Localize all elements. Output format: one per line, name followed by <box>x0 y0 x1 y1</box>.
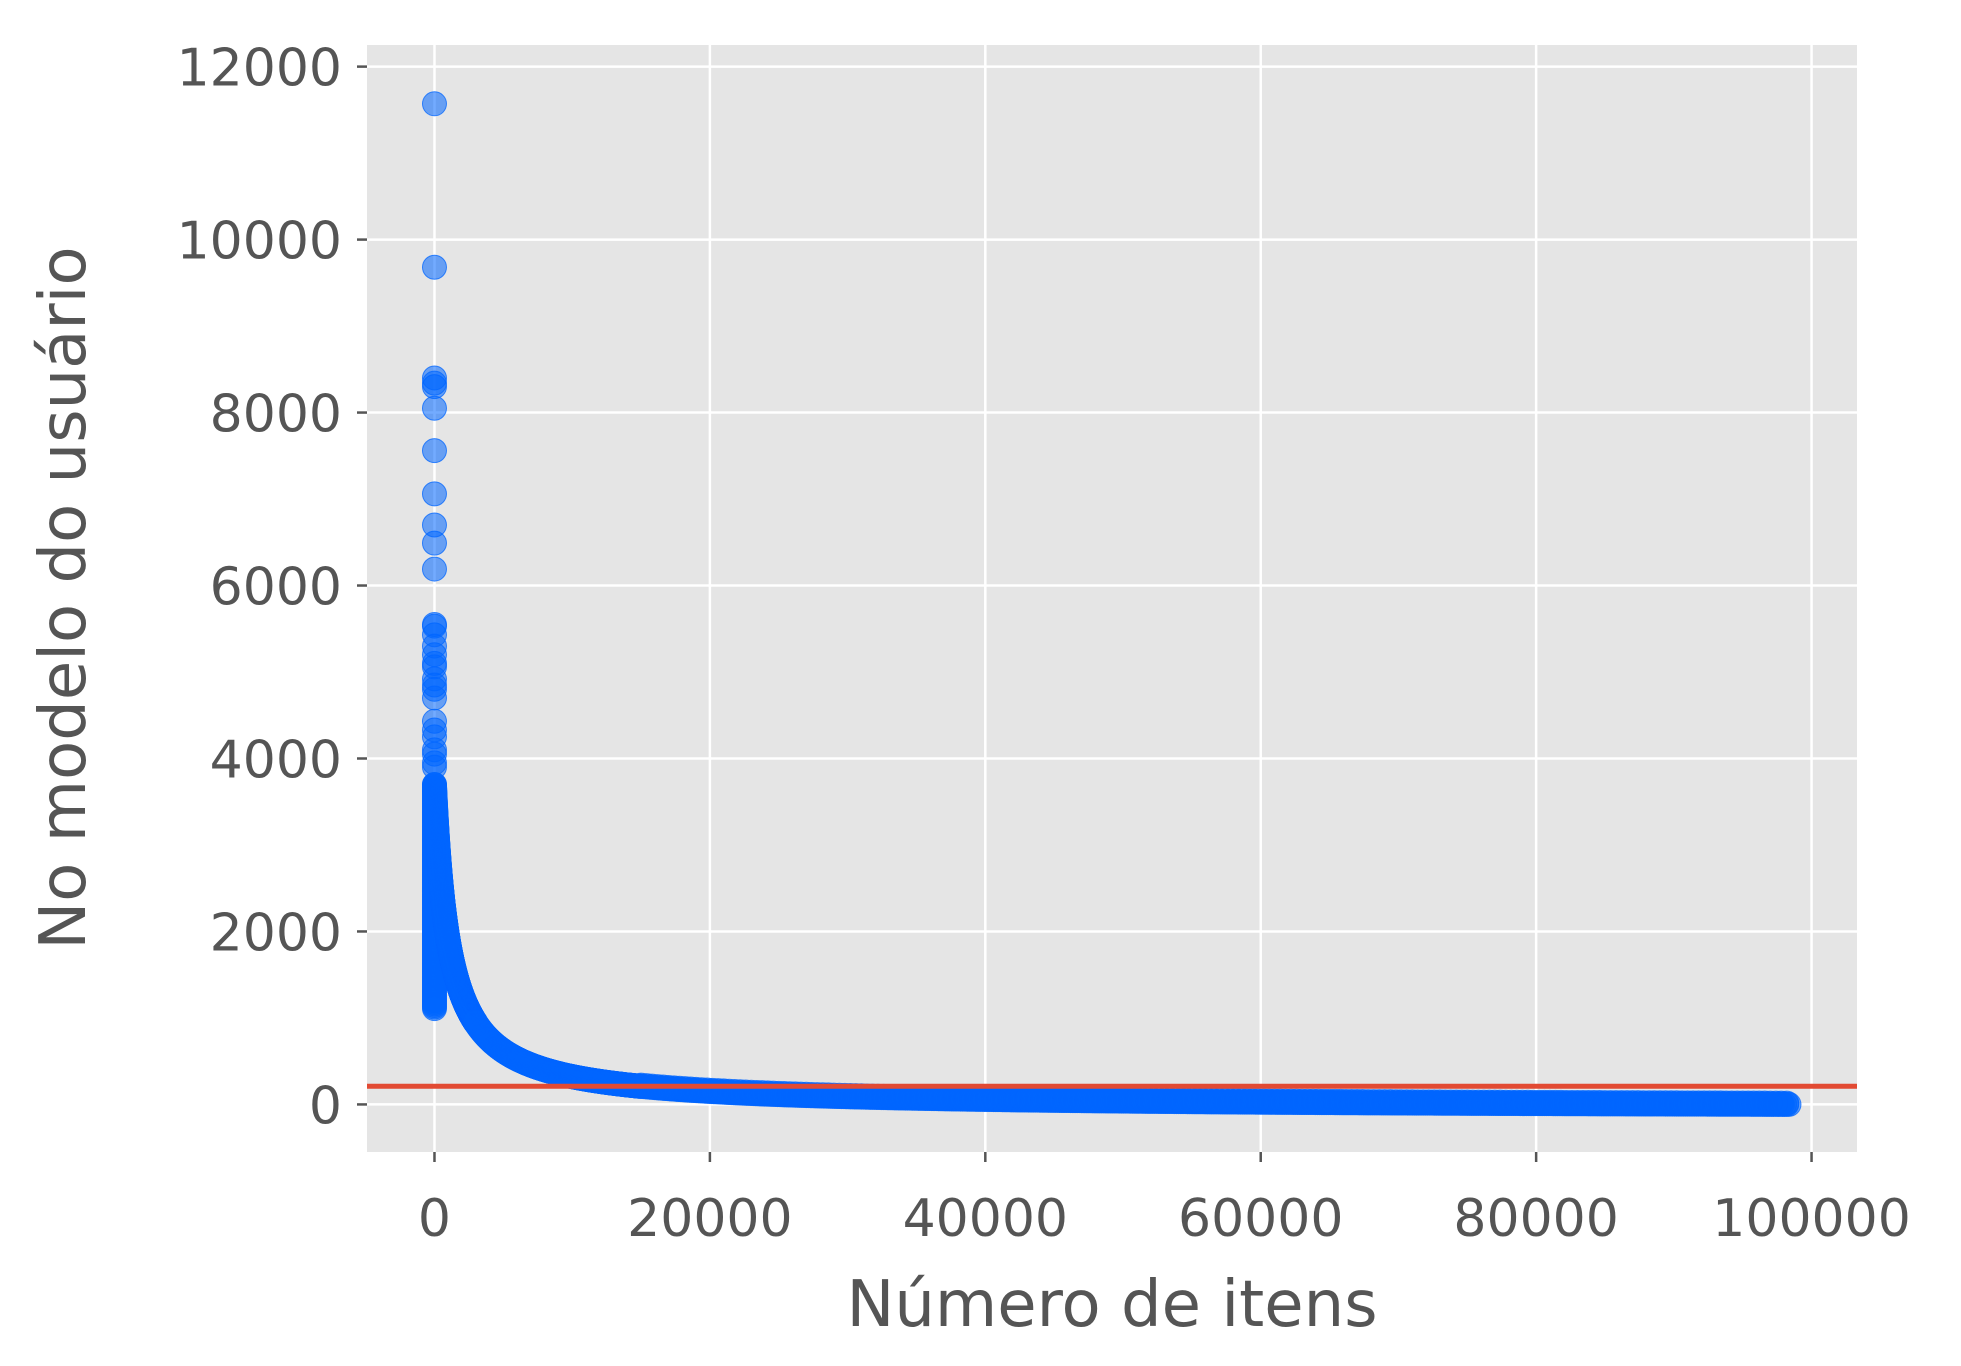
y-tick-label: 4000 <box>210 730 342 790</box>
data-point <box>421 556 447 582</box>
data-point <box>421 254 447 280</box>
data-point <box>421 438 447 464</box>
x-axis-ticks: 0 20000 40000 60000 80000 100000 <box>418 1152 1911 1249</box>
x-tick-label: 40000 <box>903 1189 1068 1249</box>
x-axis-label: Número de itens <box>846 1268 1377 1342</box>
x-tick-label: 80000 <box>1453 1189 1618 1249</box>
y-tick-label: 8000 <box>210 385 342 445</box>
x-tick-label: 0 <box>418 1189 451 1249</box>
data-point <box>1774 1090 1800 1116</box>
y-tick-label: 10000 <box>177 212 342 272</box>
y-tick-label: 12000 <box>177 39 342 99</box>
y-tick-label: 6000 <box>210 558 342 618</box>
plot-background <box>367 45 1857 1152</box>
grid-lines <box>367 45 1857 1152</box>
data-point <box>421 395 447 421</box>
data-point <box>421 374 447 400</box>
x-tick-label: 20000 <box>627 1189 792 1249</box>
y-tick-label: 2000 <box>210 903 342 963</box>
y-axis-label: No modelo do usuário <box>27 246 101 949</box>
data-point <box>421 481 447 507</box>
data-point <box>421 91 447 117</box>
x-tick-label: 100000 <box>1712 1189 1911 1249</box>
data-point <box>421 754 447 780</box>
data-point <box>421 530 447 556</box>
data-point <box>421 996 447 1022</box>
y-tick-label: 0 <box>309 1076 342 1136</box>
y-axis-ticks: 0 2000 4000 6000 8000 10000 12000 <box>177 39 367 1136</box>
x-tick-label: 60000 <box>1178 1189 1343 1249</box>
data-point <box>421 685 447 711</box>
